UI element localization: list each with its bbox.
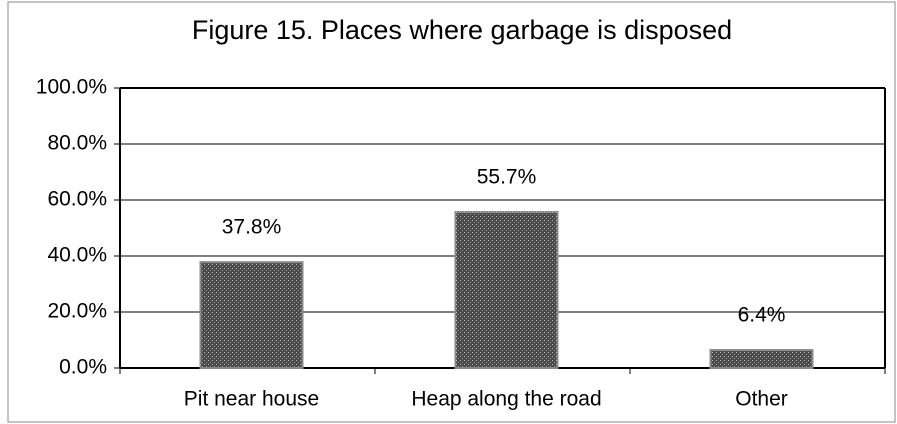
data-label: 6.4% [738, 304, 786, 327]
y-tick-label: 60.0% [47, 188, 107, 211]
x-tick-label: Pit near house [184, 388, 319, 411]
chart-frame [7, 1, 896, 423]
bar-texture [200, 262, 303, 368]
y-tick-label: 20.0% [47, 300, 107, 323]
y-tick-label: 80.0% [47, 132, 107, 155]
y-tick-label: 0.0% [59, 356, 107, 379]
bar-texture [455, 212, 558, 368]
y-tick-label: 100.0% [36, 76, 107, 99]
bar-texture [710, 350, 813, 368]
chart-title: Figure 15. Places where garbage is dispo… [192, 15, 732, 45]
data-label: 55.7% [477, 166, 537, 189]
x-tick-label: Heap along the road [411, 388, 601, 411]
x-tick-label: Other [735, 388, 788, 411]
data-label: 37.8% [222, 216, 282, 239]
y-tick-label: 40.0% [47, 244, 107, 267]
